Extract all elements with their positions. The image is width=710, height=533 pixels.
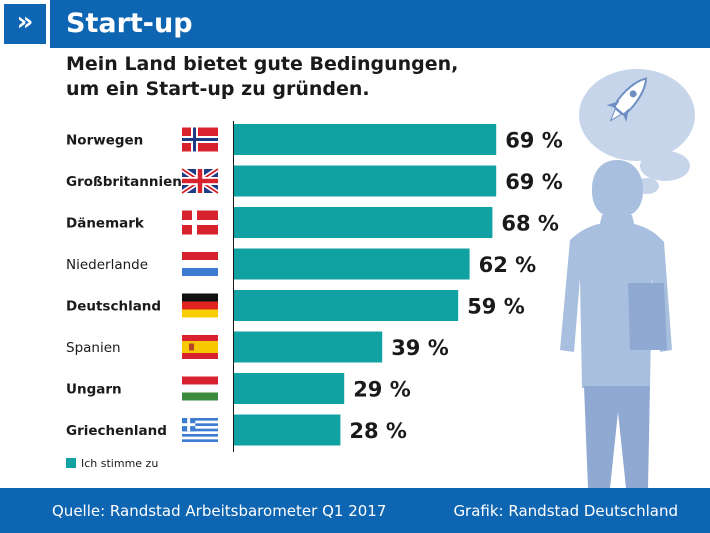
credit-note: Grafik: Randstad Deutschland <box>453 502 678 520</box>
chart-title-line: Mein Land bietet gute Bedingungen, <box>66 53 459 75</box>
rocket-window <box>629 90 637 98</box>
bar <box>234 248 470 280</box>
bar-row: Griechenland 28 % <box>66 414 407 446</box>
category-label: Niederlande <box>66 257 148 273</box>
flag-hungary-icon <box>182 376 218 401</box>
person-figure-illustration <box>560 69 695 488</box>
value-label: 29 % <box>353 378 411 402</box>
double-chevron-icon: » <box>4 4 46 44</box>
legend-label: Ich stimme zu <box>81 457 158 470</box>
value-label: 59 % <box>467 295 525 319</box>
bar-chart: Norwegen 69 % Großbritannien 69 % Dänemark 68… <box>66 69 695 488</box>
rocket-flame <box>609 108 623 122</box>
rocket-fin-right <box>622 108 629 123</box>
bar <box>234 207 493 238</box>
person-legs <box>584 386 650 488</box>
thought-bubble <box>579 69 695 161</box>
bar-row: Großbritannien 69 % <box>66 165 563 197</box>
bar <box>234 373 345 404</box>
flag-uk-icon <box>180 166 220 196</box>
category-label: Griechenland <box>66 423 167 439</box>
bar-row: Ungarn 29 % <box>66 373 411 404</box>
chart-legend: Ich stimme zu <box>66 457 158 470</box>
bar-row: Norwegen 69 % <box>66 124 563 155</box>
page-title: Start-up <box>66 8 193 39</box>
bar-row: Spanien 39 % <box>66 331 449 363</box>
value-label: 68 % <box>501 212 559 236</box>
bar <box>234 290 459 321</box>
value-label: 28 % <box>349 419 407 443</box>
person-bag <box>628 283 667 350</box>
category-label: Dänemark <box>66 216 145 232</box>
bar-row: Deutschland 59 % <box>66 290 525 321</box>
rocket-icon <box>606 77 648 123</box>
bar-row: Dänemark 68 % <box>66 207 559 238</box>
chart-rows: Norwegen 69 % Großbritannien 69 % Dänemark 68… <box>66 124 563 446</box>
category-label: Ungarn <box>66 382 122 398</box>
bar <box>234 331 383 363</box>
chart-title: Mein Land bietet gute Bedingungen, um ein… <box>66 52 458 102</box>
category-label: Spanien <box>66 340 121 356</box>
legend-swatch <box>66 458 76 468</box>
thought-bubble-small <box>640 151 690 181</box>
flag-greece-icon <box>182 418 218 442</box>
bar <box>234 124 497 155</box>
header-icon-box: » <box>0 0 50 48</box>
rocket-body <box>613 77 648 116</box>
header-bar: » Start-up <box>0 0 710 48</box>
flag-spain-icon <box>182 335 218 359</box>
value-label: 62 % <box>479 253 537 277</box>
chart-title-line: um ein Start-up zu gründen. <box>66 78 370 100</box>
source-note: Quelle: Randstad Arbeitsbarometer Q1 201… <box>52 502 387 520</box>
category-label: Großbritannien <box>66 174 182 190</box>
value-label: 39 % <box>391 336 449 360</box>
flag-denmark-icon <box>182 210 218 235</box>
bar <box>234 165 497 197</box>
flag-norway-icon <box>182 127 218 152</box>
person-head <box>591 160 644 218</box>
value-label: 69 % <box>505 129 563 153</box>
value-label: 69 % <box>505 170 563 194</box>
flag-germany-icon <box>182 293 218 318</box>
flag-netherlands-icon <box>182 252 218 276</box>
category-label: Norwegen <box>66 133 143 149</box>
rocket-fin-left <box>606 100 620 108</box>
category-label: Deutschland <box>66 299 161 315</box>
bar-row: Niederlande 62 % <box>66 248 537 280</box>
bar <box>234 414 341 446</box>
footer-bar: Quelle: Randstad Arbeitsbarometer Q1 201… <box>0 488 710 533</box>
